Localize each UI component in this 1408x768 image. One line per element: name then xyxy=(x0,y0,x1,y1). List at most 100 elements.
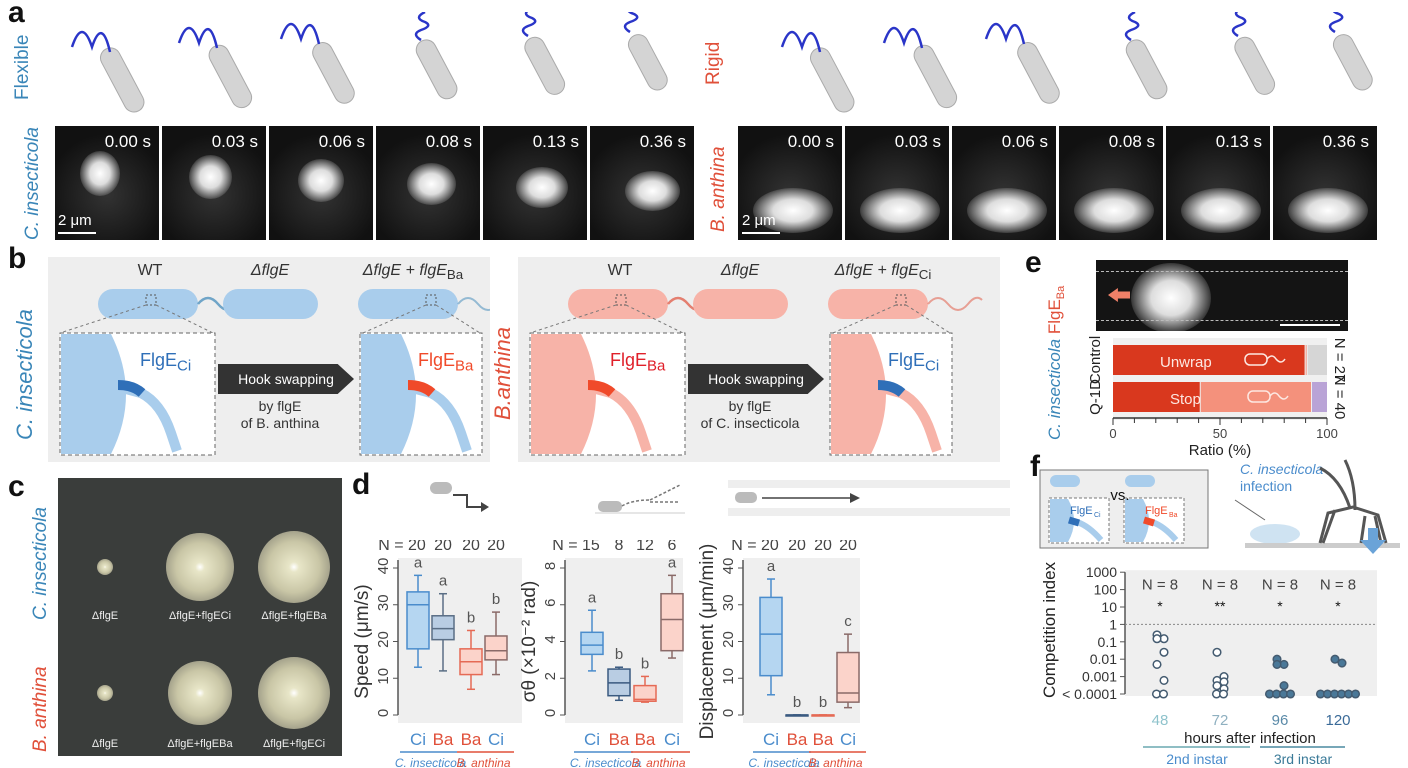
micrograph-frame: 0.36 s xyxy=(1273,126,1377,240)
box xyxy=(836,651,860,703)
bar-label: Unwrap xyxy=(1160,354,1212,371)
n-label: N = 8 xyxy=(1262,577,1298,594)
plate-label: ΔflgE xyxy=(91,738,119,750)
rescue-sub: Ba xyxy=(446,267,464,283)
timestamp: 0.00 s xyxy=(104,132,151,151)
micrograph-frame: 0.08 s xyxy=(1059,126,1163,240)
micrograph-frame: 0.03 s xyxy=(845,126,949,240)
data-point xyxy=(1330,654,1340,664)
flagellum-shape-icon xyxy=(1269,392,1289,400)
cell-wall xyxy=(1125,499,1149,542)
n-label: N = 15 xyxy=(552,540,600,554)
data-point xyxy=(1158,689,1169,699)
stacked-bar-segment xyxy=(1312,382,1327,412)
significance-marker: * xyxy=(1277,598,1283,614)
bacterium-model xyxy=(521,12,566,95)
rescue-cell xyxy=(828,289,928,319)
y-tick-label: 40 xyxy=(720,558,737,575)
significance-letter: b xyxy=(641,655,649,672)
bacterium-model xyxy=(279,22,355,104)
significance-letter: c xyxy=(844,613,852,630)
y-axis-label: Speed (μm/s) xyxy=(352,584,373,698)
data-point xyxy=(1272,659,1282,669)
micrograph-frame: 0.03 s xyxy=(162,126,266,240)
y-tick-label: 10 xyxy=(375,668,392,685)
timestamp: 0.03 s xyxy=(211,132,258,151)
flagellum-icon xyxy=(882,26,924,49)
bar-label: Stop xyxy=(1170,391,1201,408)
timestamp: 0.06 s xyxy=(318,132,365,151)
stacked-bar-segment xyxy=(1113,382,1200,412)
n-label: N = 20 xyxy=(731,540,779,554)
x-tick-label: Ba xyxy=(813,730,834,749)
plate-label: ΔflgE+flgECi xyxy=(168,610,232,622)
down-arrow-icon xyxy=(1360,528,1386,554)
scale-bar-label: 2 μm xyxy=(58,212,92,229)
colony xyxy=(97,685,113,701)
significance-letter: a xyxy=(588,589,597,606)
y-tick-label: 1 xyxy=(1109,616,1117,632)
n-label: 20 xyxy=(814,540,832,554)
hook-label: FlgE xyxy=(1070,505,1093,517)
droplet xyxy=(1250,524,1300,544)
bacterium-model xyxy=(70,30,145,113)
x-tick-label: 72 xyxy=(1212,712,1229,729)
infection-label-2: infection xyxy=(1240,478,1292,494)
n-label: N = 8 xyxy=(1142,577,1178,594)
x-tick-label: Ba xyxy=(635,730,656,749)
significance-letter: b xyxy=(492,591,500,608)
x-tick-label: Ci xyxy=(664,730,680,749)
x-tick-label: Ci xyxy=(584,730,600,749)
hook-icon-2 xyxy=(407,380,436,397)
y-tick-label: 1000 xyxy=(1086,564,1117,580)
y-tick-label: 20 xyxy=(375,631,392,648)
group-label-ci: C. insecticola xyxy=(748,756,820,768)
panel-c-species-ci: C. insecticola xyxy=(30,507,51,620)
significance-letter: a xyxy=(414,554,423,571)
significance-letter: b xyxy=(793,694,801,711)
of-species-text: of B. anthina xyxy=(240,415,320,431)
hook-icon-2 xyxy=(877,380,906,397)
n-label: 6 xyxy=(668,540,677,554)
bacterium-model xyxy=(984,22,1060,104)
n-label: N = 20 xyxy=(378,540,426,554)
cell-icon xyxy=(1125,475,1155,487)
x-tick-label: 48 xyxy=(1152,712,1169,729)
box xyxy=(484,635,508,661)
stacked-bar-segment xyxy=(1200,382,1312,412)
category-label: Q-1D xyxy=(1087,379,1104,415)
flagellum-icon xyxy=(279,22,321,45)
plate-label: ΔflgE+flgECi xyxy=(262,738,326,750)
scale-bar-label-2: 2 μm xyxy=(742,212,776,229)
flagellum-icon xyxy=(1328,12,1344,34)
y-tick-label: 20 xyxy=(720,631,737,648)
timestamp: 0.13 s xyxy=(532,132,579,151)
micrograph-frame: 0.13 s xyxy=(1166,126,1270,240)
y-tick-label: 40 xyxy=(375,558,392,575)
wt-cell xyxy=(568,289,668,319)
pointer-line xyxy=(1234,499,1266,521)
significance-letter: a xyxy=(439,573,448,590)
rescue-text: ΔflgE + flgE xyxy=(834,262,919,279)
data-point xyxy=(1350,689,1361,699)
timestamp: 0.08 s xyxy=(425,132,472,151)
fluorescence-image xyxy=(1096,260,1348,331)
data-point xyxy=(1152,634,1162,644)
cell-icon xyxy=(1050,475,1080,487)
species-label-ci: C. insecticola xyxy=(22,127,43,240)
y-tick-label: 0.1 xyxy=(1098,634,1118,650)
stacked-bar-segment xyxy=(1305,345,1307,375)
data-point xyxy=(1212,647,1222,657)
panel-d-icons xyxy=(430,480,1010,516)
plot-background xyxy=(1125,570,1377,696)
panel-label-c: c xyxy=(8,470,25,503)
micrograph-frame: 0.00 s xyxy=(738,126,842,240)
y-tick-label: 10 xyxy=(720,668,737,685)
stage-label-2nd: 2nd instar xyxy=(1166,751,1228,767)
n-label: N = 27 xyxy=(1331,338,1348,383)
significance-letter: b xyxy=(819,694,827,711)
box xyxy=(660,592,684,652)
timestamp: 0.00 s xyxy=(787,132,834,151)
infection-label-1: C. insecticola xyxy=(1240,461,1323,477)
timestamp: 0.03 s xyxy=(894,132,941,151)
